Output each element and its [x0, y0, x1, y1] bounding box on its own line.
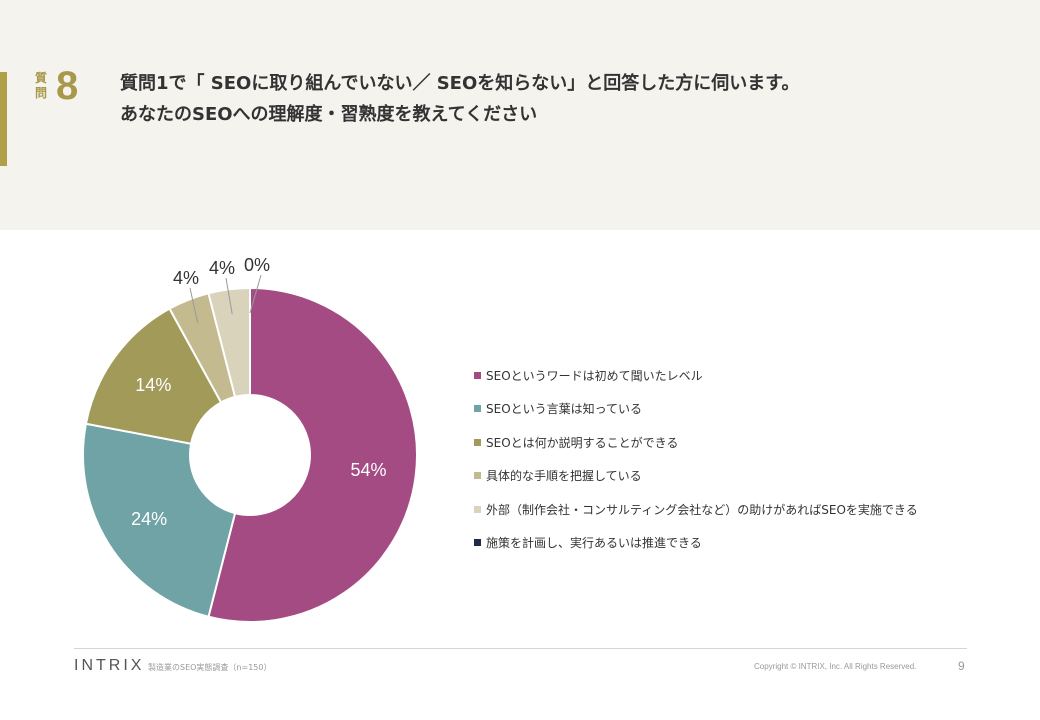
pie-slice: [82, 422, 237, 618]
pie-slice: [207, 286, 251, 399]
accent-bar: [0, 72, 7, 166]
legend-swatch: [474, 472, 481, 479]
leader-line: [189, 287, 199, 324]
legend-item: SEOという言葉は知っている: [474, 398, 918, 420]
legend-label: 外部（制作会社・コンサルティング会社など）の助けがあればSEOを実施できる: [486, 502, 918, 517]
legend-item: 具体的な手順を把握している: [474, 465, 918, 487]
legend-swatch: [474, 539, 481, 546]
question-label: 質問: [34, 71, 47, 100]
legend-swatch: [474, 438, 481, 446]
question-number: 8: [56, 64, 79, 108]
leader-line: [249, 274, 262, 314]
title-line-2: あなたのSEOへの理解度・習熟度を教えてください: [120, 104, 538, 125]
survey-note: 製造業のSEO実態調査（n=150）: [148, 663, 272, 672]
data-label: 14%: [135, 375, 171, 395]
legend-item: SEOというワードは初めて聞いたレベル: [474, 364, 918, 386]
legend-swatch: [474, 505, 481, 513]
donut-chart: 54% 24% 14% 4% 4% 0%: [82, 255, 418, 623]
copyright: Copyright © INTRIX, Inc. All Rights Rese…: [754, 662, 917, 671]
legend-label: SEOとは何か説明することができる: [486, 435, 679, 450]
pie-slice: [207, 286, 418, 623]
legend-label: 具体的な手順を把握している: [486, 469, 642, 483]
legend-label: 施策を計画し、実行あるいは推進できる: [486, 536, 702, 550]
data-label: 54%: [351, 460, 387, 480]
title-line-1: 質問1で「 SEOに取り組んでいない／ SEOを知らない」と回答した方に伺います…: [120, 73, 800, 94]
data-label: 4%: [209, 258, 235, 278]
company-logo: INTRIX: [74, 657, 145, 674]
footer-divider: [74, 648, 967, 649]
data-label: 4%: [173, 268, 199, 288]
chart-legend: SEOというワードは初めて聞いたレベル SEOという言葉は知っている SEOとは何か…: [474, 364, 918, 565]
data-label: 24%: [131, 509, 167, 529]
legend-label: SEOという言葉は知っている: [486, 402, 643, 416]
legend-swatch: [474, 405, 481, 412]
page-number: 9: [958, 659, 965, 673]
data-label: 0%: [244, 255, 270, 275]
leader-line: [225, 277, 233, 315]
legend-item: 外部（制作会社・コンサルティング会社など）の助けがあればSEOを実施できる: [474, 498, 918, 520]
page-title: 質問1で「 SEOに取り組んでいない／ SEOを知らない」と回答した方に伺います…: [120, 68, 1020, 130]
legend-label: SEOというワードは初めて聞いたレベル: [486, 368, 703, 383]
legend-item: 施策を計画し、実行あるいは推進できる: [474, 532, 918, 554]
header-band: [0, 0, 1040, 230]
legend-item: SEOとは何か説明することができる: [474, 431, 918, 453]
legend-swatch: [474, 371, 481, 379]
